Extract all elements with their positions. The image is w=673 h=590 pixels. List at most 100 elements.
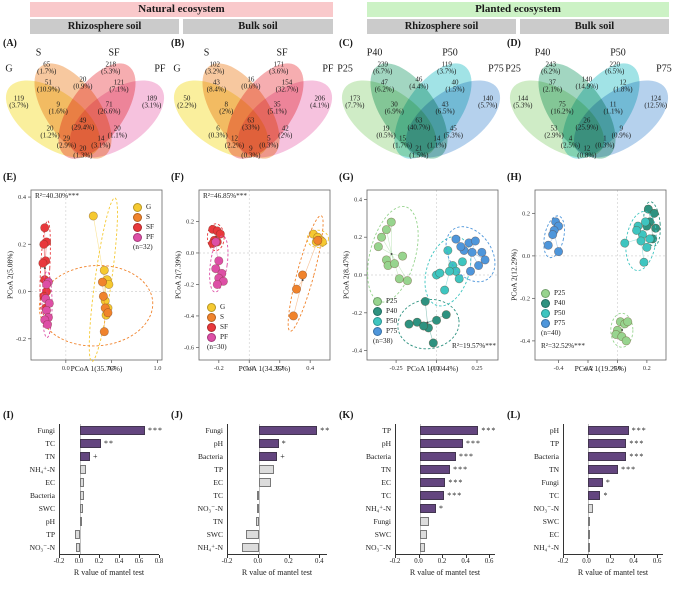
legend-item-g: G <box>133 202 154 212</box>
axis-tick-label: -0.2 <box>221 558 233 565</box>
bar-x-axis-label: R value of mantel test <box>577 568 649 577</box>
svg-text:0.2: 0.2 <box>186 218 194 225</box>
y-axis-label: PCoA 2(5.08%) <box>5 251 15 299</box>
legend-dot <box>541 318 550 328</box>
axis-tick-label: 0.2 <box>284 558 293 565</box>
bar <box>80 491 84 500</box>
bar <box>587 452 627 461</box>
bar <box>258 465 275 474</box>
svg-text:0.0: 0.0 <box>245 365 253 372</box>
significance-marker: *** <box>453 464 469 474</box>
data-point-p40 <box>649 208 659 218</box>
svg-text:0.4: 0.4 <box>306 365 315 372</box>
axis-tick-label: 0.2 <box>437 558 447 565</box>
bar-category-label: NO₃⁻-N <box>197 504 223 513</box>
bar-track: * <box>563 476 664 489</box>
data-point-g <box>99 265 109 275</box>
venn-region-count: 49 (29.4%) <box>71 116 95 132</box>
significance-marker: *** <box>629 451 645 461</box>
svg-text:0.00: 0.00 <box>431 365 442 372</box>
venn-region-count: 65 (1.7%) <box>37 60 57 76</box>
significance-marker: *** <box>481 425 497 435</box>
venn-region-count: 20 (1.1%) <box>107 124 127 140</box>
data-point-sf <box>215 229 225 239</box>
bar-category-label: TC <box>45 439 55 448</box>
venn-set-label: SF <box>276 47 288 59</box>
axis-tick <box>59 555 60 558</box>
bar-row: pH * <box>175 437 333 450</box>
svg-text:-0.4: -0.4 <box>554 365 565 372</box>
legend: G S SF PF (n=30) <box>207 302 228 352</box>
bar-track: * <box>563 489 664 502</box>
axis-tick-label: 0.0 <box>414 558 423 565</box>
bar-category-label: Fungi <box>541 478 559 487</box>
bar-row: NO₃⁻-N <box>511 502 669 515</box>
venn-region-count: 218 (5.3%) <box>101 60 121 76</box>
legend-dot <box>207 312 216 322</box>
svg-text:0.2: 0.2 <box>643 365 651 372</box>
bar <box>80 452 90 461</box>
bar-row: NO₃⁻-N <box>343 541 501 554</box>
bar-track <box>395 528 496 541</box>
svg-text:0.2: 0.2 <box>276 365 284 372</box>
data-point-pf <box>214 256 224 266</box>
panel-mantel-l: (L) pH *** TP *** Bacteria *** TN *** Fungi * TC * N… <box>505 410 672 588</box>
bar-row: TC ** <box>7 437 165 450</box>
data-point-s <box>298 270 308 280</box>
legend-item-p25: P25 <box>373 296 397 306</box>
venn-region-count: 4 (2.5%) <box>560 134 581 150</box>
venn-region-count: 47 (6.2%) <box>374 78 395 94</box>
mantel-bar-chart: pH *** TP *** Bacteria *** TN *** Fungi * TC * NO₃⁻-… <box>511 424 669 577</box>
data-point-p40 <box>412 317 422 327</box>
data-point-p50 <box>435 268 445 278</box>
venn-region-count: 20 (0.9%) <box>73 75 93 91</box>
data-point-p75 <box>451 234 461 244</box>
bar-row: Bacteria <box>7 489 165 502</box>
cluster-ellipse-s <box>287 215 324 332</box>
axis-tick-label: 0.0 <box>582 558 591 565</box>
pcoa-plot-area: -0.4 -0.2 0.0 0.2 -0.4 -0.2 0.0 0.2 R²=32.52%**… <box>505 184 672 410</box>
bar <box>258 426 318 435</box>
bar-row: TN *** <box>343 463 501 476</box>
mantel-bar-chart: TP *** pH *** Bacteria *** TN *** EC *** TC *** NH₄⁺… <box>343 424 501 577</box>
axis-tick <box>489 555 491 558</box>
bar-track: + <box>59 450 160 463</box>
bar <box>587 543 590 552</box>
legend-dot <box>373 316 382 326</box>
bar-track <box>227 476 328 489</box>
axis-tick <box>159 555 160 558</box>
svg-text:0.0: 0.0 <box>62 365 70 372</box>
bar-track: ** <box>227 424 329 437</box>
venn-region-count: 1 (0.3%) <box>595 134 615 150</box>
significance-marker: *** <box>629 438 645 448</box>
bar-category-label: SWC <box>542 517 559 526</box>
bar-category-label: TP <box>214 465 223 474</box>
legend-label: P75 <box>554 319 566 327</box>
bar-category-label: TN <box>381 465 391 474</box>
bar-category-label: Bacteria <box>30 491 55 500</box>
significance-marker: *** <box>621 464 637 474</box>
bar-track <box>395 515 496 528</box>
data-point-p50 <box>457 257 467 267</box>
bar-row: Fungi <box>343 515 501 528</box>
data-point-p25 <box>377 232 387 242</box>
svg-text:0.4: 0.4 <box>18 194 27 201</box>
data-point-p75 <box>543 240 553 250</box>
data-point-sf <box>38 258 48 268</box>
bar <box>241 543 259 552</box>
bar <box>80 517 82 526</box>
venn-region-count: 121 (7.1%) <box>109 78 129 94</box>
bar-category-label: NH₄⁺-N <box>29 465 55 474</box>
bar-x-axis-label: R value of mantel test <box>409 568 481 577</box>
venn-region-count: 12 (1.8%) <box>613 78 633 94</box>
bar <box>587 439 627 448</box>
svg-text:-0.4: -0.4 <box>352 348 363 355</box>
svg-text:0.2: 0.2 <box>522 210 530 217</box>
bar-track: *** <box>59 424 162 437</box>
data-point-p25 <box>621 336 631 346</box>
sample-size-label: (n=32) <box>133 243 153 251</box>
legend-label: G <box>146 203 152 211</box>
venn-region-count: 40 (1.5%) <box>445 78 465 94</box>
bar <box>419 426 479 435</box>
svg-text:0.2: 0.2 <box>354 234 362 241</box>
